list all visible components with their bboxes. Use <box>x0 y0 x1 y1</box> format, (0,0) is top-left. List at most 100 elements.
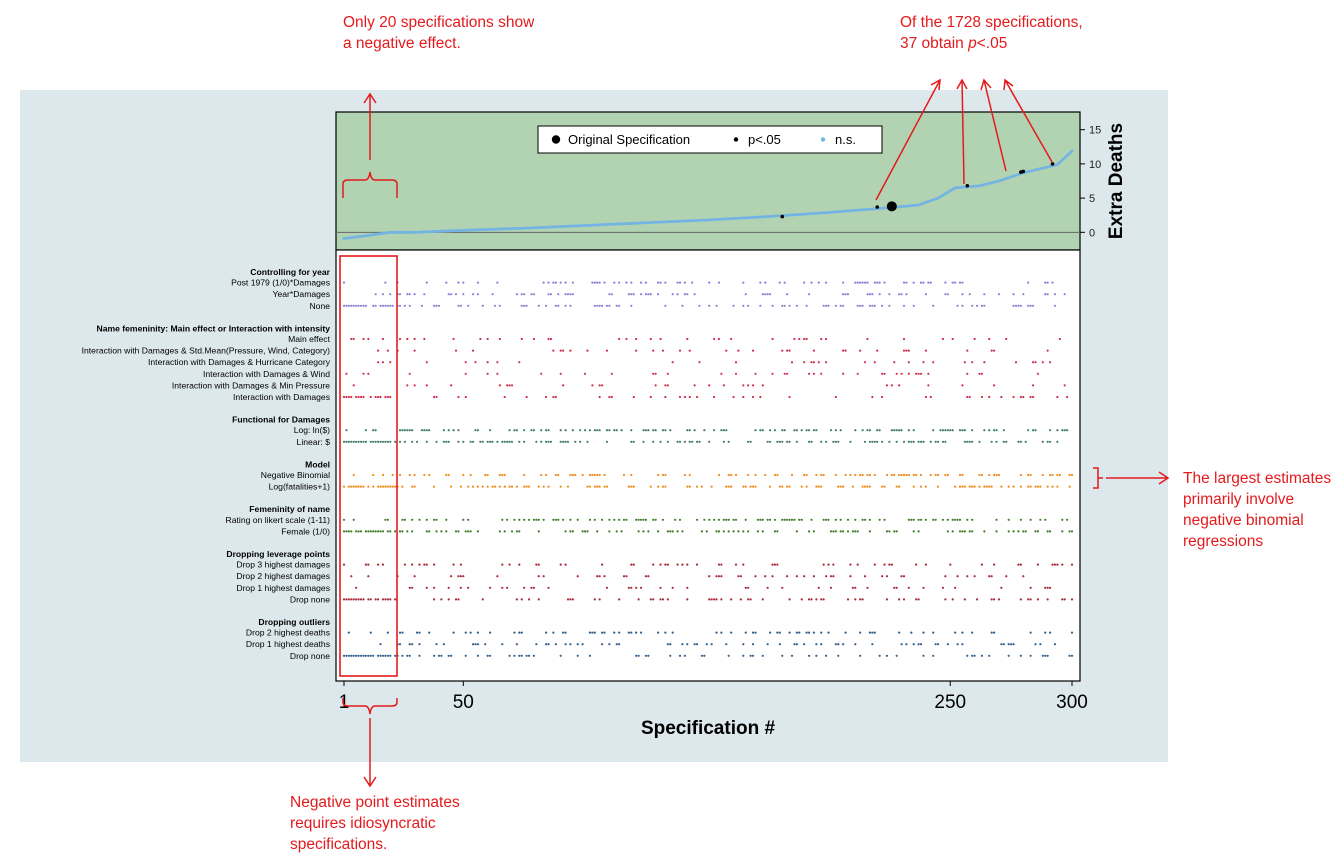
indicator-dot <box>464 654 467 657</box>
indicator-dot <box>467 530 470 533</box>
indicator-dot <box>997 473 1001 477</box>
indicator-dot <box>493 304 497 307</box>
indicator-dot <box>384 304 387 307</box>
indicator-dot <box>381 473 385 477</box>
indicator-dot <box>498 485 501 488</box>
indicator-dot <box>357 440 360 443</box>
indicator-dot <box>596 485 599 488</box>
indicator-dot <box>608 395 611 399</box>
indicator-dot <box>768 518 772 521</box>
indicator-row <box>342 530 1074 533</box>
first-specs-highlight <box>339 255 398 677</box>
indicator-dot <box>345 304 348 307</box>
indicator-dot <box>708 384 711 387</box>
indicator-dot <box>900 429 903 432</box>
indicator-dot <box>849 440 852 443</box>
indicator-dot <box>708 440 711 443</box>
indicator-dot <box>515 293 518 296</box>
indicator-dot <box>927 281 930 284</box>
indicator-dot <box>576 575 579 578</box>
indicator-dot <box>372 530 375 533</box>
indicator-dot <box>966 395 969 399</box>
indicator-dot <box>946 518 949 521</box>
indicator-dot <box>1046 586 1049 589</box>
indicator-dot <box>1029 586 1032 589</box>
indicator-dot <box>954 485 957 488</box>
indicator-dot <box>944 429 947 432</box>
indicator-dot <box>912 429 915 432</box>
indicator-dot <box>389 598 392 601</box>
indicator-dot <box>705 643 708 646</box>
indicator-dot <box>367 598 370 601</box>
indicator-dot <box>425 530 428 533</box>
indicator-dot <box>812 429 816 432</box>
indicator-dot <box>895 485 898 488</box>
significant-point <box>1050 162 1055 166</box>
indicator-dot <box>452 563 455 566</box>
indicator-dot <box>588 518 592 521</box>
indicator-dot <box>907 361 910 364</box>
indicator-dot <box>683 654 686 657</box>
indicator-dot <box>469 440 472 443</box>
indicator-dot <box>946 643 949 646</box>
indicator-dot <box>695 440 699 443</box>
indicator-dot <box>742 643 745 646</box>
indicator-dot <box>1048 586 1052 589</box>
indicator-dot <box>954 281 957 284</box>
indicator-dot <box>618 518 621 521</box>
indicator-dot <box>447 586 450 589</box>
indicator-dot <box>544 395 548 399</box>
indicator-dot <box>1002 440 1005 443</box>
indicator-dot <box>454 293 458 296</box>
indicator-dot <box>863 485 867 488</box>
indicator-dot <box>856 372 859 375</box>
indicator-row <box>342 563 1074 566</box>
indicator-dot <box>1070 631 1074 634</box>
indicator-dot <box>698 361 701 364</box>
indicator-dot <box>469 530 472 533</box>
indicator-dot <box>703 654 706 657</box>
indicator-dot <box>824 518 828 521</box>
indicator-dot <box>686 293 689 296</box>
indicator-dot <box>479 337 482 341</box>
x-tick-label: 250 <box>934 692 966 713</box>
indicator-dot <box>744 586 747 589</box>
indicator-dot <box>773 530 777 533</box>
indicator-dot <box>425 281 428 284</box>
indicator-dot <box>866 281 869 284</box>
indicator-dot <box>674 518 677 521</box>
indicator-dot <box>593 473 596 477</box>
indicator-dot <box>394 440 397 443</box>
indicator-dot <box>447 429 450 432</box>
indicator-dot <box>683 281 686 284</box>
indicator-dot <box>525 485 528 488</box>
indicator-dot <box>593 631 596 634</box>
indicator-dot <box>559 349 562 352</box>
indicator-dot <box>764 575 767 578</box>
note-significance-suffix: <.05 <box>976 35 1008 52</box>
indicator-dot <box>695 643 699 646</box>
indicator-row <box>350 337 1061 341</box>
indicator-dot <box>413 473 416 477</box>
indicator-dot <box>988 395 991 399</box>
indicator-dot <box>730 485 733 488</box>
indicator-dot <box>389 440 392 443</box>
indicator-dot <box>734 563 738 566</box>
indicator-dot <box>742 563 745 566</box>
indicator-dot <box>810 361 813 364</box>
indicator-dot <box>379 440 382 443</box>
indicator-dot <box>593 518 596 521</box>
indicator-dot <box>523 304 526 307</box>
indicator-dot <box>1046 440 1049 443</box>
indicator-dot <box>418 563 421 566</box>
indicator-dot <box>851 485 854 488</box>
indicator-dot <box>642 518 645 521</box>
indicator-dot <box>488 654 492 657</box>
indicator-dot <box>866 586 869 589</box>
indicator-dot <box>827 631 830 634</box>
indicator-dot <box>661 429 665 432</box>
indicator-dot <box>747 440 750 443</box>
indicator-dot <box>842 281 845 284</box>
row-label: Drop 2 highest deaths <box>246 628 330 638</box>
